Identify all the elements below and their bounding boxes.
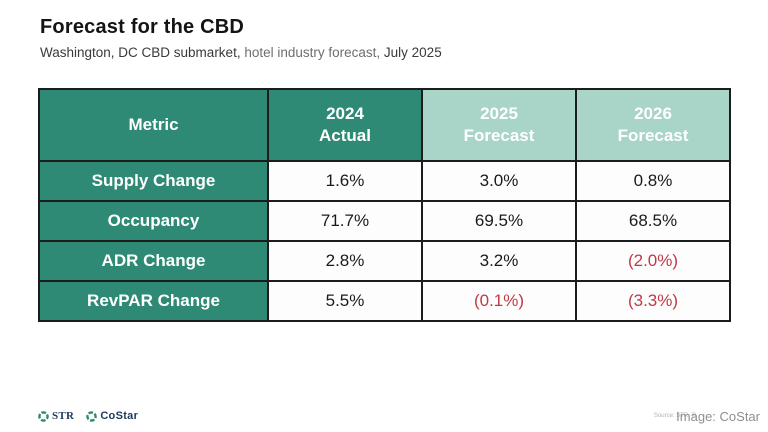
table-row: ADR Change 2.8% 3.2% (2.0%) <box>38 240 731 282</box>
column-header-label: 2025 <box>480 103 518 123</box>
column-header-2025-forecast: 2025 Forecast <box>421 88 577 162</box>
row-label: Occupancy <box>38 200 269 242</box>
value-cell: 69.5% <box>421 200 577 242</box>
column-header-2024-actual: 2024 Actual <box>267 88 423 162</box>
column-header-label: 2026 <box>634 103 672 123</box>
costar-logo: CoStar <box>86 410 138 422</box>
value-cell: 5.5% <box>267 280 423 322</box>
footer-logos: STR CoStar <box>38 410 138 422</box>
source-text: Source: STR, © <box>653 413 696 419</box>
row-label: RevPAR Change <box>38 280 269 322</box>
column-header-label: Actual <box>319 126 371 145</box>
column-header-metric: Metric <box>38 88 269 162</box>
costar-logo-icon <box>86 410 98 422</box>
subtitle-market: Washington, DC CBD submarket, <box>40 45 241 60</box>
table-row: RevPAR Change 5.5% (0.1%) (3.3%) <box>38 280 731 322</box>
value-cell: 1.6% <box>267 160 423 202</box>
column-header-label: Metric <box>128 114 179 134</box>
column-header-2026-forecast: 2026 Forecast <box>575 88 731 162</box>
str-logo-icon <box>38 410 49 422</box>
value-cell: 71.7% <box>267 200 423 242</box>
header-row: Metric 2024 Actual 2025 Forecast 2026 Fo… <box>38 88 731 162</box>
subtitle-descriptor: hotel industry forecast, <box>240 45 381 60</box>
column-header-label: Forecast <box>617 126 689 145</box>
costar-logo-label: CoStar <box>100 410 139 422</box>
value-cell: 3.0% <box>421 160 577 202</box>
value-cell: 2.8% <box>267 240 423 282</box>
image-credit-watermark: Image: CoStar <box>676 409 760 424</box>
str-logo-label: STR <box>52 410 75 422</box>
subtitle: Washington, DC CBD submarket, hotel indu… <box>40 45 442 60</box>
table-row: Occupancy 71.7% 69.5% 68.5% <box>38 200 731 242</box>
value-cell: (2.0%) <box>575 240 731 282</box>
page-title: Forecast for the CBD <box>40 16 245 38</box>
value-cell: (0.1%) <box>421 280 577 322</box>
column-header-label: 2024 <box>326 103 364 123</box>
subtitle-date: July 2025 <box>380 45 442 60</box>
row-label: Supply Change <box>38 160 269 202</box>
value-cell: (3.3%) <box>575 280 731 322</box>
value-cell: 0.8% <box>575 160 731 202</box>
table-row: Supply Change 1.6% 3.0% 0.8% <box>38 160 731 202</box>
value-cell: 3.2% <box>421 240 577 282</box>
value-cell: 68.5% <box>575 200 731 242</box>
str-logo: STR <box>38 410 74 422</box>
forecast-table: Metric 2024 Actual 2025 Forecast 2026 Fo… <box>38 88 731 322</box>
column-header-label: Forecast <box>463 126 535 145</box>
row-label: ADR Change <box>38 240 269 282</box>
